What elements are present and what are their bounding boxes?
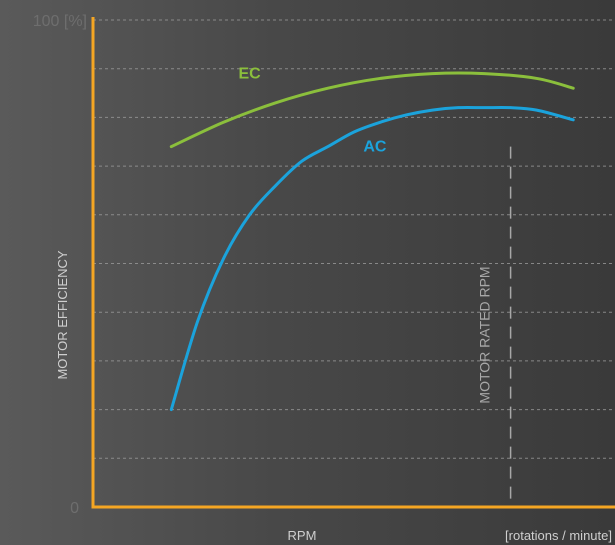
y-axis-label: MOTOR EFFICIENCY: [55, 250, 70, 379]
series-label-ac: AC: [363, 139, 387, 156]
series-label-ec: EC: [238, 66, 261, 83]
series-line-ec: [169, 71, 575, 149]
series-labels: EC AC: [238, 66, 386, 156]
axes: [91, 17, 615, 509]
x-axis-unit: [rotations / minute]: [505, 528, 612, 543]
series-lines: [169, 71, 575, 412]
grid-lines: [93, 19, 615, 459]
rated-rpm-marker: MOTOR RATED RPM: [477, 146, 512, 503]
y-tick-label-top: 100 [%]: [33, 13, 87, 30]
y-tick-label-bottom: 0: [70, 500, 79, 517]
rated-rpm-label: MOTOR RATED RPM: [477, 266, 493, 403]
series-line-ac: [169, 105, 575, 412]
x-axis-label: RPM: [288, 528, 317, 543]
